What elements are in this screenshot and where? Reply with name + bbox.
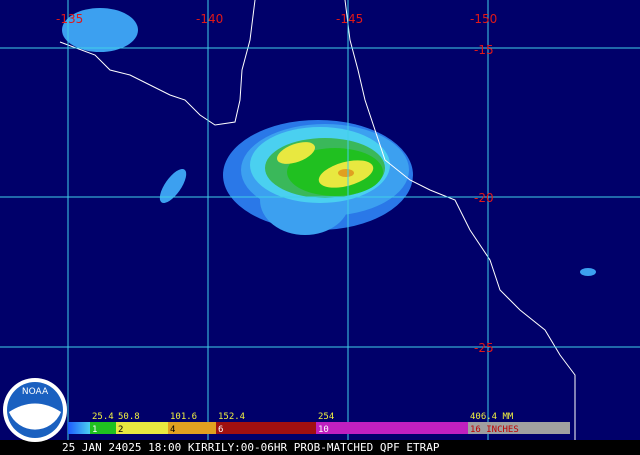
legend-in: 16 INCHES bbox=[470, 425, 519, 435]
legend-mm: 152.4 bbox=[218, 412, 245, 422]
logo-text: NOAA bbox=[22, 387, 49, 397]
legend-in: 6 bbox=[218, 425, 223, 435]
legend-mm: 101.6 bbox=[170, 412, 197, 422]
legend-mm: 406.4 MM bbox=[470, 412, 514, 422]
legend-in: 1 bbox=[92, 425, 97, 435]
legend-mm: 254 bbox=[318, 412, 334, 422]
lon-label: -150 bbox=[470, 12, 497, 26]
graticule bbox=[0, 0, 640, 440]
legend-in: 4 bbox=[170, 425, 175, 435]
lat-label: -20 bbox=[474, 191, 494, 205]
coastline bbox=[59, 0, 256, 126]
lon-label: -135 bbox=[56, 12, 83, 26]
noaa-logo: NOAA bbox=[3, 378, 67, 442]
legend-mm: 50.8 bbox=[118, 412, 140, 422]
legend-in: 2 bbox=[118, 425, 123, 435]
rain-field bbox=[62, 8, 596, 276]
lon-label: -140 bbox=[196, 12, 223, 26]
lat-label: -15 bbox=[474, 43, 494, 57]
legend-mm: 25.4 bbox=[92, 412, 114, 422]
colorbar bbox=[68, 422, 570, 434]
caption: 25 JAN 24025 18:00 KIRRILY:00-06HR PROB-… bbox=[62, 441, 440, 454]
lat-label: -25 bbox=[474, 341, 494, 355]
coastline bbox=[344, 0, 576, 440]
lon-label: -145 bbox=[336, 12, 363, 26]
legend-in: 10 bbox=[318, 425, 329, 435]
